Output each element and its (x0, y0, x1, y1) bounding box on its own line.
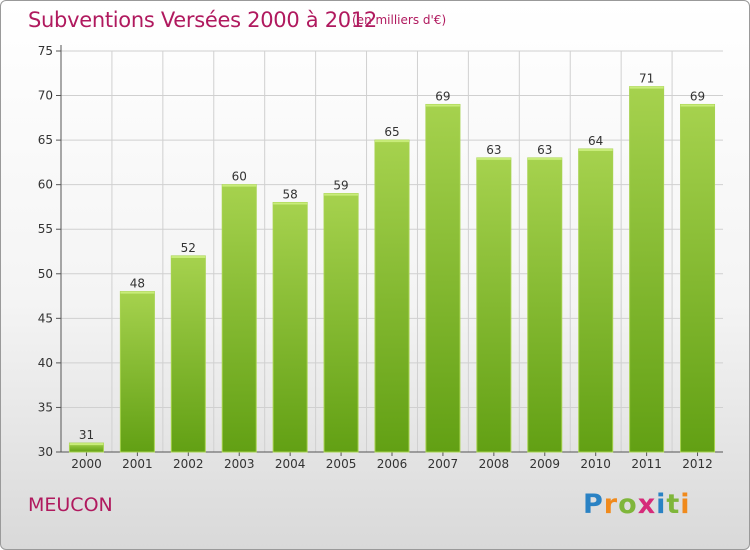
x-tick-label: 2000 (71, 457, 102, 471)
x-tick-label: 2010 (580, 457, 611, 471)
place-name: MEUCON (28, 494, 113, 516)
bar (374, 139, 410, 453)
x-tick-label: 2009 (529, 457, 560, 471)
y-tick-label: 60 (38, 178, 53, 192)
y-tick-label: 45 (38, 311, 53, 325)
bar (323, 193, 359, 453)
bar (425, 103, 461, 453)
bar (221, 184, 257, 453)
labels: 30 35 40 45 50 55 60 65 70 75 31 2000 48 2001 52 2002 60… (38, 44, 713, 471)
x-tick-label: 2002 (173, 457, 204, 471)
bar (680, 103, 716, 453)
bar (578, 148, 614, 453)
x-tick-label: 2005 (326, 457, 357, 471)
y-tick-label: 50 (38, 267, 53, 281)
bar (527, 157, 563, 453)
logo-letter: P (583, 489, 604, 520)
y-tick-label: 30 (38, 445, 53, 459)
x-tick-label: 2008 (479, 457, 510, 471)
chart-title: Subventions Versées 2000 à 2012 (28, 8, 377, 32)
proxiti-logo[interactable]: Proxiti (583, 489, 691, 520)
x-tick-label: 2011 (631, 457, 662, 471)
bar (476, 157, 512, 453)
bar (272, 201, 308, 453)
y-tick-label: 55 (38, 222, 53, 236)
data-label: 63 (486, 143, 501, 157)
data-label: 65 (384, 125, 399, 139)
data-label: 63 (537, 143, 552, 157)
bar (170, 255, 206, 453)
logo-letter: o (618, 489, 638, 520)
y-tick-label: 40 (38, 356, 53, 370)
bar (629, 86, 665, 453)
x-tick-label: 2012 (682, 457, 713, 471)
y-tick-label: 35 (38, 400, 53, 414)
data-label: 64 (588, 134, 603, 148)
y-tick-label: 70 (38, 89, 53, 103)
logo-letter: x (637, 489, 657, 520)
logo-letter: t (666, 489, 681, 520)
x-tick-label: 2003 (224, 457, 255, 471)
data-label: 52 (181, 241, 196, 255)
data-label: 58 (283, 187, 298, 201)
data-label: 60 (232, 170, 247, 184)
data-label: 59 (333, 179, 348, 193)
bar (119, 291, 155, 453)
x-tick-label: 2006 (377, 457, 408, 471)
x-tick-label: 2001 (122, 457, 153, 471)
y-tick-label: 75 (38, 44, 53, 58)
data-label: 69 (435, 89, 450, 103)
logo-letter: i (680, 489, 691, 520)
logo-letter: r (603, 489, 619, 520)
x-tick-label: 2004 (275, 457, 306, 471)
y-tick-label: 65 (38, 133, 53, 147)
logo-letter: i (656, 489, 667, 520)
data-label: 31 (79, 428, 94, 442)
x-tick-label: 2007 (428, 457, 459, 471)
data-label: 69 (690, 89, 705, 103)
chart-subtitle: (en milliers d'€) (352, 13, 447, 27)
data-label: 71 (639, 72, 654, 86)
data-label: 48 (130, 277, 145, 291)
bars (68, 86, 716, 453)
